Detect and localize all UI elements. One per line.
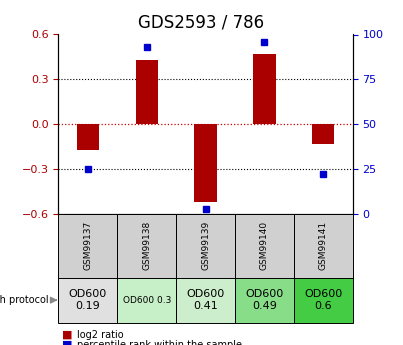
Text: GSM99138: GSM99138 (142, 221, 151, 270)
Text: OD600
0.41: OD600 0.41 (187, 289, 224, 311)
Text: OD600 0.3: OD600 0.3 (123, 296, 171, 305)
Text: GSM99141: GSM99141 (319, 221, 328, 270)
Text: GSM99137: GSM99137 (83, 221, 92, 270)
Bar (135, 60, 158, 124)
Bar (194, 124, 217, 202)
Text: ■: ■ (62, 340, 73, 345)
Text: ■: ■ (62, 330, 73, 339)
Text: GSM99140: GSM99140 (260, 221, 269, 270)
Text: GDS2593 / 786: GDS2593 / 786 (139, 14, 264, 32)
Bar (77, 124, 99, 150)
Text: OD600
0.49: OD600 0.49 (245, 289, 283, 311)
Text: OD600
0.19: OD600 0.19 (69, 289, 107, 311)
Text: log2 ratio: log2 ratio (77, 330, 123, 339)
Bar (253, 54, 276, 124)
Text: GSM99139: GSM99139 (201, 221, 210, 270)
Text: percentile rank within the sample: percentile rank within the sample (77, 340, 241, 345)
Bar (312, 124, 334, 144)
Text: OD600
0.6: OD600 0.6 (304, 289, 342, 311)
Text: growth protocol: growth protocol (0, 295, 48, 305)
